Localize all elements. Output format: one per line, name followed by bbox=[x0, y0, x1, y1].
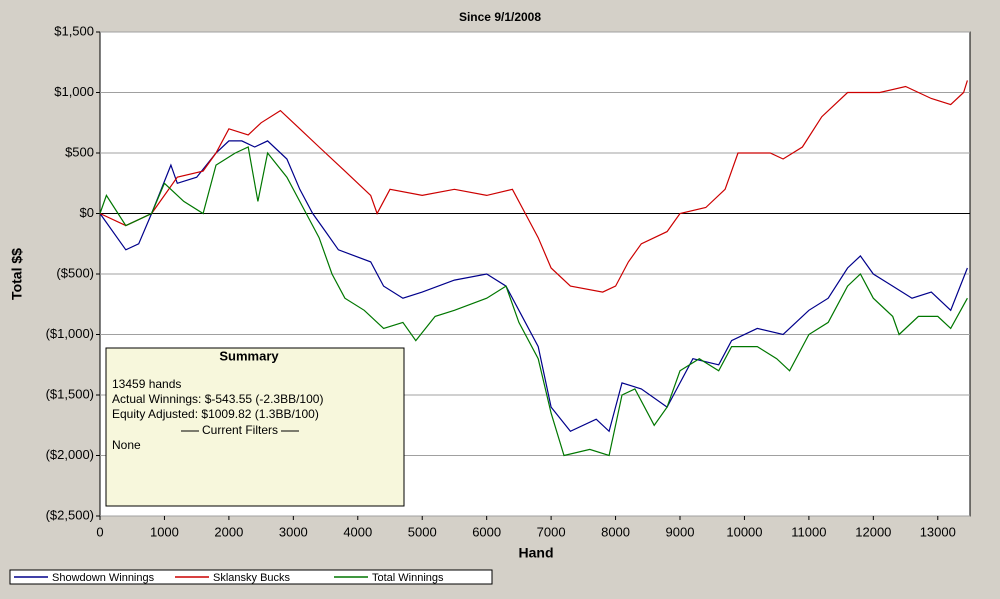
legend-label: Showdown Winnings bbox=[52, 572, 155, 584]
y-tick-label: ($1,500) bbox=[46, 386, 94, 401]
x-tick-label: 12000 bbox=[855, 524, 891, 539]
y-tick-label: $1,000 bbox=[54, 84, 94, 99]
legend-items: Showdown Winnings Sklansky Bucks Total Win… bbox=[14, 572, 444, 584]
x-tick-label: 5000 bbox=[408, 524, 437, 539]
x-tick-label: 9000 bbox=[666, 524, 695, 539]
x-tick-label: 8000 bbox=[601, 524, 630, 539]
y-tick-label: ($1,000) bbox=[46, 326, 94, 341]
summary-box: Summary 13459 hands Actual Winnings: $-5… bbox=[105, 347, 405, 507]
y-tick-label: ($2,000) bbox=[46, 447, 94, 462]
chart-title: Since 9/1/2008 bbox=[459, 10, 541, 24]
filters-value: None bbox=[112, 438, 141, 452]
summary-background bbox=[105, 347, 405, 507]
y-tick-label: $500 bbox=[65, 144, 94, 159]
filters-title: Current Filters bbox=[202, 423, 278, 437]
y-tick-label: $1,500 bbox=[54, 23, 94, 38]
summary-line: 13459 hands bbox=[112, 377, 181, 391]
legend-label: Sklansky Bucks bbox=[213, 572, 291, 584]
x-tick-label: 3000 bbox=[279, 524, 308, 539]
x-tick-label: 1000 bbox=[150, 524, 179, 539]
y-tick-label: ($500) bbox=[56, 265, 94, 280]
y-axis-label: Total $$ bbox=[9, 248, 25, 300]
lines bbox=[99, 80, 968, 457]
x-tick-label: 7000 bbox=[537, 524, 566, 539]
x-tick-label: 0 bbox=[96, 524, 103, 539]
x-tick-label: 4000 bbox=[343, 524, 372, 539]
series-line bbox=[99, 146, 968, 457]
x-tick-label: 6000 bbox=[472, 524, 501, 539]
x-axis-label: Hand bbox=[519, 545, 554, 561]
legend bbox=[9, 569, 493, 585]
legend-label: Total Winnings bbox=[372, 572, 444, 584]
x-tick-label: 10000 bbox=[726, 524, 762, 539]
summary-line: Equity Adjusted: $1009.82 (1.3BB/100) bbox=[112, 407, 319, 421]
series-line bbox=[99, 80, 968, 293]
x-tick-label: 11000 bbox=[791, 524, 826, 539]
x-tick-label: 2000 bbox=[214, 524, 243, 539]
summary-title: Summary bbox=[219, 348, 279, 363]
y-tick-label: $0 bbox=[80, 205, 94, 220]
summary-line: Actual Winnings: $-543.55 (-2.3BB/100) bbox=[112, 392, 323, 406]
y-tick-label: ($2,500) bbox=[46, 507, 94, 522]
x-tick-label: 13000 bbox=[920, 524, 956, 539]
series-line bbox=[99, 140, 968, 433]
